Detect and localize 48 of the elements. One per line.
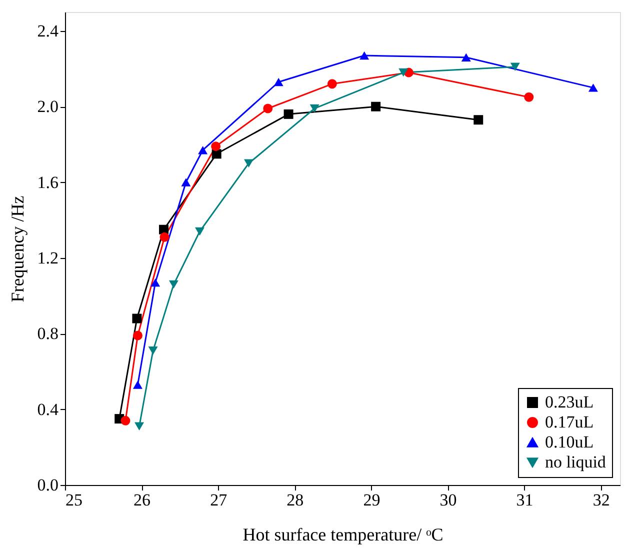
x-axis-title: Hot surface temperature/ ᵒC [242,524,444,544]
y-tick-label: 0.4 [37,400,59,419]
point [181,178,191,186]
point [588,84,598,92]
point [284,109,294,119]
y-tick-label: 1.6 [37,172,58,192]
legend-label: 0.17uL [545,412,594,432]
x-tick-label: 30 [440,490,457,510]
point [461,53,471,62]
point [148,346,158,355]
point [120,416,130,426]
point [398,68,408,77]
y-tick-label: 0.8 [37,324,58,344]
x-tick-label: 28 [286,490,304,510]
point [510,62,520,71]
legend-label: no liquid [545,452,606,472]
point [168,280,178,289]
y-tick-label: 2.0 [37,97,58,116]
point [310,104,320,113]
point [134,422,144,430]
point [274,78,284,86]
point [244,159,254,168]
point [263,104,273,114]
point [160,232,170,242]
x-tick-label: 31 [516,490,534,510]
point [132,380,142,389]
point [150,278,160,287]
x-tick-label: 29 [363,490,380,510]
legend-label: 0.23uL [545,392,594,412]
y-tick-label: 2.4 [37,21,59,40]
point [524,92,534,102]
legend-label: 0.10uL [545,432,594,452]
point [132,314,142,324]
point [198,146,208,154]
point [474,115,484,125]
point [360,51,370,60]
y-tick-label: 1.2 [37,248,58,268]
point [211,142,221,152]
x-tick-label: 27 [210,490,228,510]
y-tick-label: 0.0 [37,476,58,494]
x-tick-label: 32 [592,490,610,510]
x-tick-label: 25 [66,490,82,510]
point [132,330,142,340]
point [327,79,337,89]
point [371,102,381,112]
point [194,227,204,236]
x-tick-label: 26 [134,490,151,510]
y-axis-title: Frequency /Hz [7,196,28,302]
